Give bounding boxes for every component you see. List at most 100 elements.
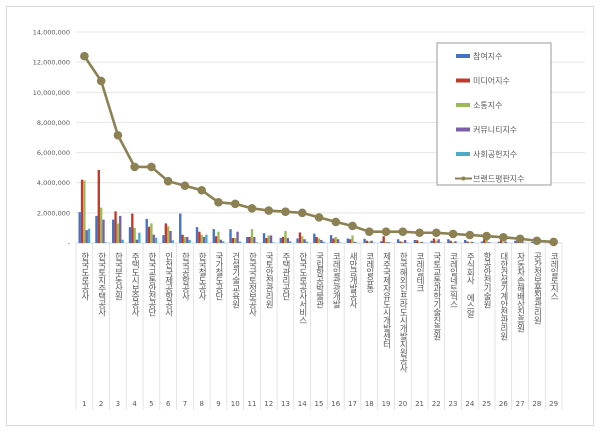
legend-label: 브랜드평판지수 (473, 174, 525, 184)
bar-3-cat-21 (418, 242, 421, 243)
bar-1-cat-25 (480, 241, 484, 243)
category-label: 국토교통과학기술진흥원 (431, 252, 441, 340)
bar-2-cat-10 (231, 238, 235, 243)
category-label: 건설기술교육원 (230, 251, 240, 308)
bar-2-cat-17 (348, 239, 352, 243)
rank-label: 24 (465, 400, 474, 408)
bar-1-cat-16 (329, 235, 333, 243)
brand-index-point-29 (549, 237, 558, 247)
y-tick-label: - (68, 240, 71, 248)
bar-2-cat-14 (298, 232, 302, 243)
y-tick-label: 10,000,000 (33, 89, 70, 97)
bar-5-cat-3 (121, 239, 124, 243)
rank-label: 15 (315, 400, 324, 408)
bar-3-cat-13 (284, 230, 287, 243)
bar-5-cat-2 (104, 242, 108, 243)
bar-4-cat-13 (286, 238, 290, 243)
legend-swatch (456, 54, 470, 58)
bar-2-cat-6 (164, 223, 167, 243)
bar-1-cat-18 (363, 238, 366, 243)
category-label: 제주국제자유도시개발센터 (381, 252, 391, 349)
bar-4-cat-25 (487, 242, 491, 243)
rank-label: 28 (532, 400, 541, 408)
bar-5-cat-7 (188, 239, 191, 243)
bar-3-cat-26 (502, 242, 505, 243)
brand-index-point-12 (264, 206, 274, 215)
brand-index-point-13 (281, 207, 290, 216)
category-label: 한국공항공사 (180, 252, 190, 301)
bar-1-cat-8 (195, 227, 199, 243)
y-tick-label: 8,000,000 (37, 119, 70, 127)
bar-2-cat-20 (399, 241, 402, 243)
bar-3-cat-4 (133, 227, 136, 243)
bar-2-cat-26 (499, 240, 503, 243)
brand-index-point-2 (96, 76, 106, 86)
y-tick-label: 12,000,000 (33, 59, 70, 67)
bar-4-cat-14 (303, 239, 306, 243)
bar-2-cat-23 (449, 240, 452, 243)
bar-3-cat-15 (317, 238, 321, 243)
rank-label: 22 (432, 400, 441, 408)
legend-marker (461, 176, 466, 181)
legend-swatch (456, 78, 470, 83)
y-tick-label: 4,000,000 (37, 179, 70, 187)
rank-label: 16 (331, 400, 340, 408)
brand-index-point-25 (482, 231, 491, 241)
category-label: 한국도로공사서비스 (297, 252, 307, 324)
bar-3-cat-12 (267, 235, 270, 243)
brand-index-point-7 (180, 181, 190, 191)
legend-swatch (456, 103, 470, 107)
bar-2-cat-7 (181, 234, 184, 243)
brand-index-point-18 (364, 227, 374, 236)
bar-4-cat-5 (152, 234, 155, 243)
rank-label: 29 (549, 400, 558, 408)
category-label: 공간정보품질관리원 (532, 252, 542, 324)
category-label: 주택도시보증공사 (130, 252, 140, 317)
bar-1-cat-6 (162, 235, 165, 243)
rank-label: 4 (132, 400, 137, 408)
brand-index-point-14 (297, 208, 307, 218)
rank-label: 10 (231, 400, 240, 408)
brand-index-point-11 (247, 204, 257, 213)
rank-label: 27 (516, 400, 525, 408)
bar-1-cat-27 (514, 240, 517, 243)
legend-label: 소통지수 (473, 101, 502, 110)
category-label: 한국교통안전공단 (146, 252, 156, 316)
bar-3-cat-3 (116, 223, 120, 243)
bar-2-cat-2 (97, 169, 100, 243)
category-label: 코레일관광개발 (331, 252, 341, 308)
bar-1-cat-17 (346, 238, 349, 243)
rank-label: 18 (365, 400, 374, 408)
bar-5-cat-6 (171, 240, 175, 243)
legend-label: 미디어지수 (473, 76, 510, 86)
bar-1-cat-5 (145, 218, 148, 243)
bar-4-cat-4 (135, 239, 139, 243)
category-label: 한국철도공사 (197, 252, 207, 301)
brand-index-point-21 (415, 228, 424, 238)
bar-3-cat-14 (301, 236, 304, 243)
bar-3-cat-11 (250, 229, 254, 243)
bar-1-cat-13 (279, 238, 282, 243)
bar-1-cat-4 (128, 227, 132, 243)
brand-index-point-10 (230, 199, 240, 209)
bar-3-cat-23 (451, 242, 455, 243)
rank-label: 1 (82, 400, 86, 408)
bar-1-cat-11 (246, 236, 249, 243)
bar-4-cat-26 (504, 241, 507, 243)
bar-5-cat-5 (154, 237, 158, 243)
bar-4-cat-27 (521, 242, 524, 243)
brand-index-point-17 (348, 221, 357, 231)
brand-index-point-9 (214, 198, 223, 207)
bar-2-cat-3 (114, 211, 117, 243)
category-label: 한국국토정보공사 (247, 252, 257, 317)
y-tick-label: 6,000,000 (37, 149, 70, 157)
rank-label: 21 (415, 400, 424, 408)
category-label: 코레일네트웍스 (448, 252, 458, 308)
bar-1-cat-2 (95, 215, 98, 243)
bar-1-cat-20 (396, 239, 400, 243)
legend-swatch (456, 127, 470, 132)
legend-label: 커뮤니티지수 (473, 125, 517, 135)
bar-1-cat-14 (296, 238, 299, 243)
bar-3-cat-1 (83, 180, 86, 243)
rank-label: 9 (216, 400, 220, 408)
